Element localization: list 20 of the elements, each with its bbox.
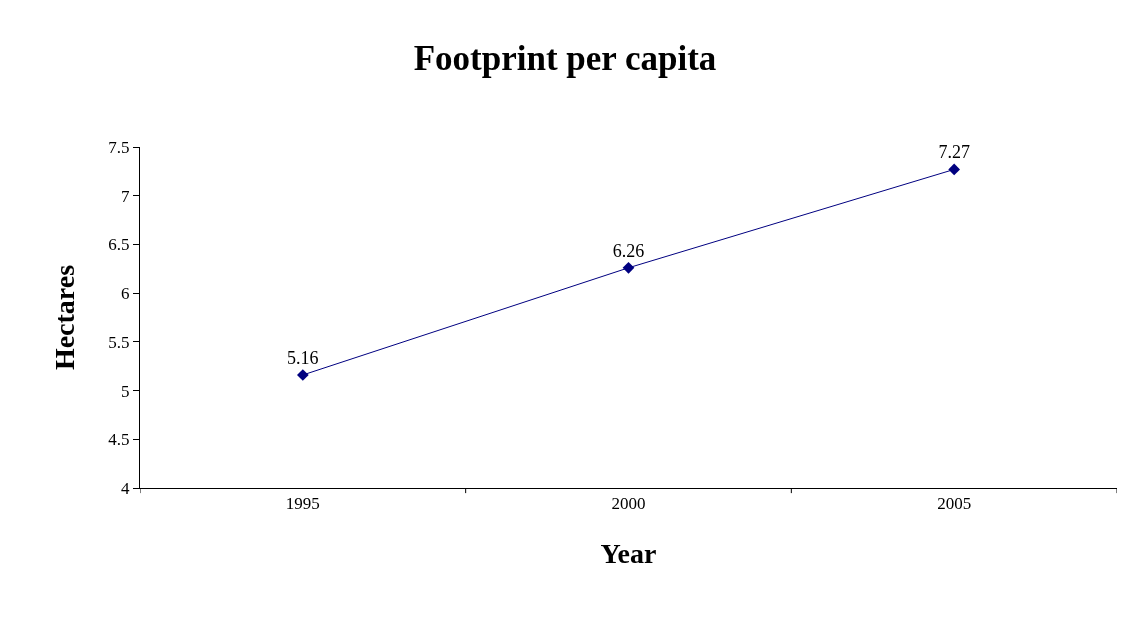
chart-title: Footprint per capita: [413, 39, 717, 79]
x-tick-label: 2005: [937, 494, 972, 514]
y-tick-label: 5.5: [108, 332, 130, 352]
data-label: 6.26: [612, 240, 645, 261]
y-tick-label: 5: [121, 381, 130, 401]
data-label: 7.27: [938, 142, 970, 163]
x-axis-title: Year: [600, 537, 657, 569]
y-tick-label: 7.5: [108, 137, 130, 157]
x-tick-label: 1995: [285, 494, 320, 514]
y-tick-label: 6: [121, 284, 130, 304]
y-tick-label: 7: [121, 186, 131, 206]
point: [296, 369, 309, 381]
point: [622, 261, 635, 274]
point: [948, 163, 961, 176]
y-axis-title: Hectares: [49, 264, 81, 371]
data-label: 5.16: [287, 347, 319, 368]
x-tick-label: 2000: [611, 494, 646, 514]
y-tick-label: 6.5: [108, 235, 130, 255]
y-tick-label: 4.5: [108, 430, 130, 450]
y-tick-label: 4: [121, 478, 131, 498]
